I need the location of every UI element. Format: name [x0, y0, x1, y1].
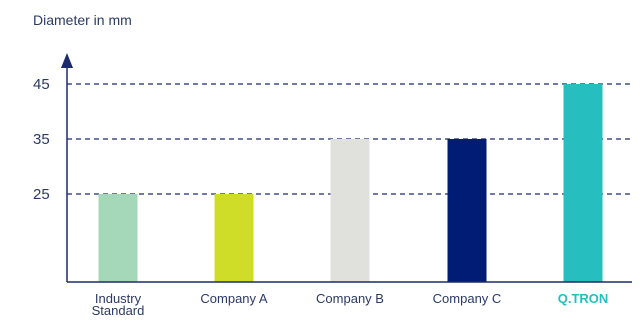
x-tick-label: Company B: [316, 291, 384, 306]
y-tick-label-45: 45: [33, 76, 50, 93]
y-axis-title: Diameter in mm: [33, 12, 132, 28]
bar-q-tron: [563, 84, 603, 282]
bar-industry-standard: [98, 194, 138, 282]
y-axis-arrow-icon: [61, 53, 73, 68]
y-tick-label-35: 35: [33, 131, 50, 148]
bar-company-c: [447, 139, 487, 282]
x-tick-label: Q.TRON: [558, 291, 609, 306]
bar-company-a: [214, 194, 254, 282]
bars: [98, 84, 603, 282]
labels: 25 35 45 Industry Standard Company A Company B…: [33, 76, 608, 318]
axes: [61, 53, 632, 283]
y-tick-label-25: 25: [33, 186, 50, 203]
x-tick-label: Company C: [433, 291, 502, 306]
x-tick-label: Company A: [200, 291, 268, 306]
bar-company-b: [330, 139, 370, 282]
x-tick-label: Industry Standard: [92, 291, 145, 318]
